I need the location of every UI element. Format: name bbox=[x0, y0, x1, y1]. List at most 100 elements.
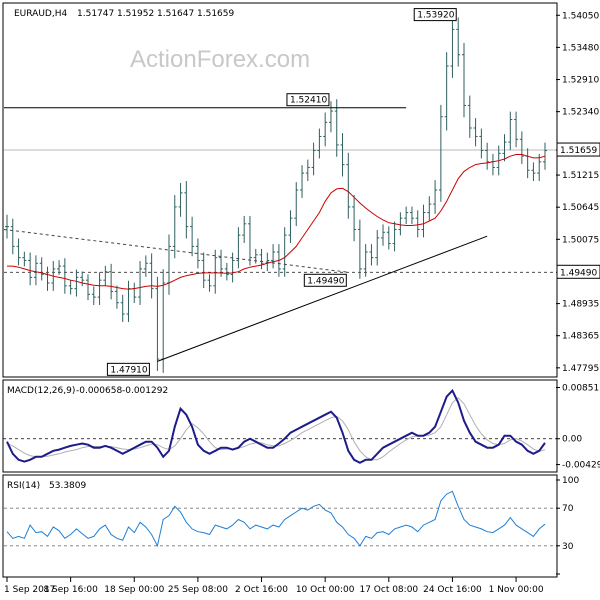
time-tick-label-1: 8 Sep 16:00 bbox=[43, 585, 98, 595]
annotation-box-0 bbox=[106, 362, 150, 376]
price-pane: 1.47910 1.52410 1.49490 1.53920 1.54050 1.53… bbox=[2, 2, 600, 378]
support-tag-box bbox=[556, 264, 600, 279]
time-tick-label-5: 10 Oct 00:00 bbox=[296, 585, 355, 595]
price-bar-54 bbox=[317, 128, 322, 159]
price-bar-66 bbox=[386, 226, 391, 250]
ohlc-open: 1.51747 bbox=[77, 9, 114, 19]
current-price-tag-box bbox=[556, 142, 600, 157]
price-bar-72 bbox=[421, 204, 426, 238]
price-bar-19 bbox=[114, 285, 119, 309]
time-tick-label-7: 24 Oct 16:00 bbox=[423, 585, 482, 595]
price-bar-41 bbox=[242, 215, 247, 243]
annotation-label-0: 1.47910 bbox=[110, 365, 147, 375]
rsi-tick-label-1: 70 bbox=[562, 504, 574, 514]
price-bar-87 bbox=[508, 111, 513, 150]
price-bar-75 bbox=[438, 104, 443, 202]
annotation-label-3: 1.53920 bbox=[417, 11, 454, 21]
macd-tick-label-0: 0.008517 bbox=[562, 384, 600, 394]
price-bar-92 bbox=[537, 153, 542, 181]
price-bar-76 bbox=[444, 52, 449, 131]
price-bar-78 bbox=[456, 17, 461, 67]
price-bar-88 bbox=[514, 111, 519, 148]
annotation-2: 1.49490 bbox=[303, 273, 347, 287]
price-bar-62 bbox=[363, 244, 368, 277]
price-bar-24 bbox=[143, 255, 148, 277]
annotation-box-2 bbox=[303, 273, 347, 287]
price-bar-73 bbox=[427, 196, 432, 221]
price-bar-23 bbox=[138, 261, 143, 305]
price-bar-65 bbox=[381, 224, 386, 246]
price-tick-label-5: 1.51215 bbox=[562, 171, 599, 181]
price-bar-86 bbox=[502, 134, 507, 162]
chart-header: EURAUD,H4 1.51747 1.51952 1.51647 1.5165… bbox=[14, 9, 234, 19]
price-bar-81 bbox=[473, 118, 478, 147]
annotation-label-2: 1.49490 bbox=[307, 276, 344, 286]
price-bar-77 bbox=[450, 17, 455, 78]
price-bar-25 bbox=[149, 253, 154, 299]
price-bar-34 bbox=[201, 252, 206, 289]
rsi-tick-label-2: 30 bbox=[562, 542, 574, 552]
price-bar-44 bbox=[259, 248, 264, 270]
price-bar-12 bbox=[74, 269, 79, 297]
rsi-header: RSI(14) 53.3809 bbox=[7, 481, 86, 491]
price-tick-label-7: 1.50075 bbox=[562, 235, 599, 245]
price-bar-58 bbox=[340, 133, 345, 177]
rsi-pane: 100 70 30 RSI(14) 53.3809 bbox=[2, 474, 579, 578]
price-tick-label-9: 1.48935 bbox=[562, 300, 599, 310]
price-bar-32 bbox=[190, 216, 195, 257]
macd-label: MACD(12,26,9) bbox=[7, 386, 75, 396]
annotation-box-3 bbox=[413, 8, 457, 22]
trendlines bbox=[3, 107, 488, 362]
price-bar-64 bbox=[375, 230, 380, 266]
price-bar-55 bbox=[323, 112, 328, 147]
price-bar-82 bbox=[479, 128, 484, 159]
rsi-value: 53.3809 bbox=[49, 481, 86, 491]
price-tick-label-0: 1.54050 bbox=[562, 11, 599, 21]
symbol-label: EURAUD,H4 bbox=[14, 9, 67, 19]
price-bar-80 bbox=[467, 95, 472, 138]
price-bar-79 bbox=[462, 42, 467, 118]
price-bar-49 bbox=[288, 210, 293, 243]
annotation-1: 1.52410 bbox=[286, 93, 330, 107]
price-bar-53 bbox=[311, 142, 316, 176]
price-bar-67 bbox=[392, 221, 397, 252]
price-pane-frame bbox=[2, 2, 558, 378]
price-bar-70 bbox=[409, 206, 414, 225]
rsi-axis: 100 70 30 bbox=[556, 476, 579, 575]
rsi-levels bbox=[4, 507, 556, 547]
macd-axis: 0.008517 0.00 -0.004296 bbox=[556, 384, 600, 471]
price-bar-33 bbox=[195, 238, 200, 269]
price-tick-label-10: 1.48365 bbox=[562, 332, 599, 342]
annotation-3: 1.53920 bbox=[413, 8, 457, 22]
price-bar-37 bbox=[219, 249, 224, 277]
price-bar-10 bbox=[62, 258, 67, 294]
price-bar-29 bbox=[172, 195, 177, 259]
rsi-label: RSI(14) bbox=[7, 481, 40, 491]
price-bar-50 bbox=[294, 182, 299, 227]
price-bar-36 bbox=[213, 249, 218, 294]
price-bar-59 bbox=[346, 152, 351, 219]
price-bar-46 bbox=[271, 244, 276, 269]
rsi-tick-label-0: 100 bbox=[562, 476, 579, 486]
ohlc-close: 1.51659 bbox=[197, 9, 234, 19]
current-price-tag-label: 1.51659 bbox=[560, 146, 597, 156]
time-tick-label-2: 18 Sep 00:00 bbox=[104, 585, 164, 595]
price-bar-40 bbox=[236, 227, 241, 269]
price-bar-2 bbox=[16, 238, 21, 266]
price-bar-51 bbox=[300, 165, 305, 198]
rsi-pane-frame bbox=[2, 474, 558, 578]
time-tick-label-3: 25 Sep 08:00 bbox=[168, 585, 228, 595]
price-bar-52 bbox=[305, 159, 310, 181]
price-bar-57 bbox=[334, 99, 339, 157]
time-tick-label-4: 2 Oct 16:00 bbox=[235, 585, 288, 595]
price-tick-label-1: 1.53480 bbox=[562, 43, 599, 53]
macd-signal-value: -0.001292 bbox=[122, 386, 168, 396]
price-bar-20 bbox=[120, 294, 125, 322]
price-tick-label-6: 1.50645 bbox=[562, 203, 599, 213]
price-bar-26 bbox=[155, 276, 160, 371]
price-tick-label-3: 1.52340 bbox=[562, 108, 599, 118]
price-bar-93 bbox=[543, 142, 547, 170]
price-annotations: 1.47910 1.52410 1.49490 1.53920 bbox=[106, 8, 457, 376]
time-tick-label-0: 1 Sep 2017 bbox=[4, 585, 55, 595]
price-bar-69 bbox=[404, 206, 409, 225]
